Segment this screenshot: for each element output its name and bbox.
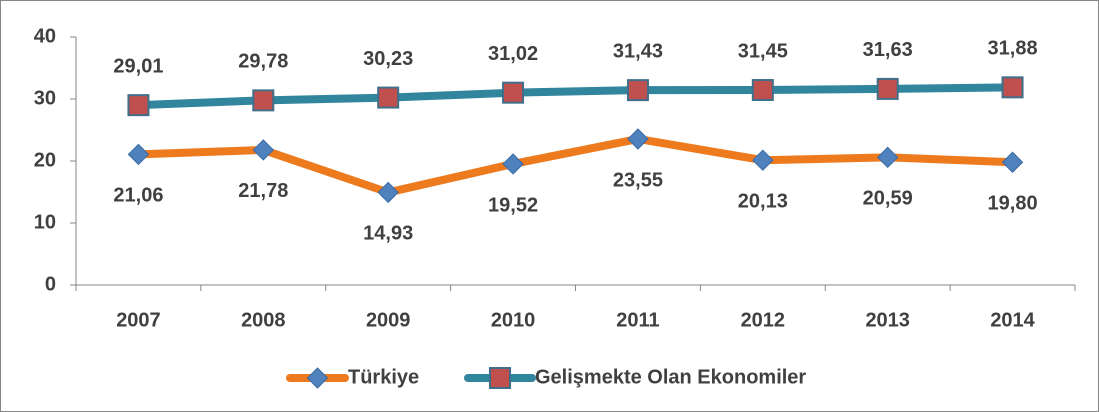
data-label: 31,63: [863, 39, 913, 61]
x-tick-label: 2007: [116, 309, 161, 331]
point: [502, 81, 525, 104]
data-label: 14,93: [363, 223, 413, 245]
point: [252, 139, 275, 161]
data-label: 31,88: [988, 38, 1038, 60]
legend-marker: [489, 367, 511, 389]
data-label: 23,55: [613, 169, 663, 191]
data-label: 31,02: [488, 43, 538, 65]
y-tick-label: 10: [34, 211, 56, 233]
data-label: 30,23: [363, 48, 413, 70]
legend-label: Gelişmekte Olan Ekonomiler: [535, 366, 806, 388]
data-label: 29,78: [238, 51, 288, 73]
x-tick-label: 2009: [366, 309, 411, 331]
data-label: 31,45: [738, 40, 788, 62]
data-label: 20,59: [863, 188, 913, 210]
point: [377, 181, 399, 204]
y-tick-label: 30: [34, 87, 56, 109]
data-label: 21,06: [113, 185, 163, 207]
point: [626, 79, 649, 102]
x-tick-label: 2014: [990, 309, 1035, 331]
x-tick-label: 2012: [741, 309, 786, 331]
point: [127, 143, 150, 166]
point: [1001, 151, 1024, 173]
point: [876, 146, 899, 169]
point: [252, 89, 275, 112]
x-tick-label: 2010: [491, 309, 536, 331]
data-label: 19,80: [988, 193, 1038, 215]
x-tick-label: 2008: [241, 309, 286, 331]
point: [751, 79, 774, 102]
data-label: 29,01: [113, 55, 163, 77]
y-tick-label: 40: [34, 25, 56, 47]
point: [752, 149, 774, 171]
data-label: 20,13: [738, 190, 788, 212]
legend-marker: [306, 367, 329, 389]
series-line: [138, 134, 1013, 197]
y-tick-label: 0: [45, 273, 56, 295]
data-label: 31,43: [613, 40, 663, 62]
point: [876, 77, 899, 100]
point: [127, 94, 150, 117]
point: [502, 153, 524, 175]
data-label: 21,78: [238, 180, 288, 202]
x-tick-label: 2013: [865, 309, 910, 331]
point: [627, 128, 649, 150]
data-label: 19,52: [488, 194, 538, 216]
series-line: [138, 83, 1013, 110]
legend-label: Türkiye: [348, 366, 419, 388]
point: [377, 86, 400, 109]
point: [1001, 76, 1024, 99]
x-tick-label: 2011: [616, 309, 659, 331]
y-tick-label: 20: [34, 149, 56, 171]
